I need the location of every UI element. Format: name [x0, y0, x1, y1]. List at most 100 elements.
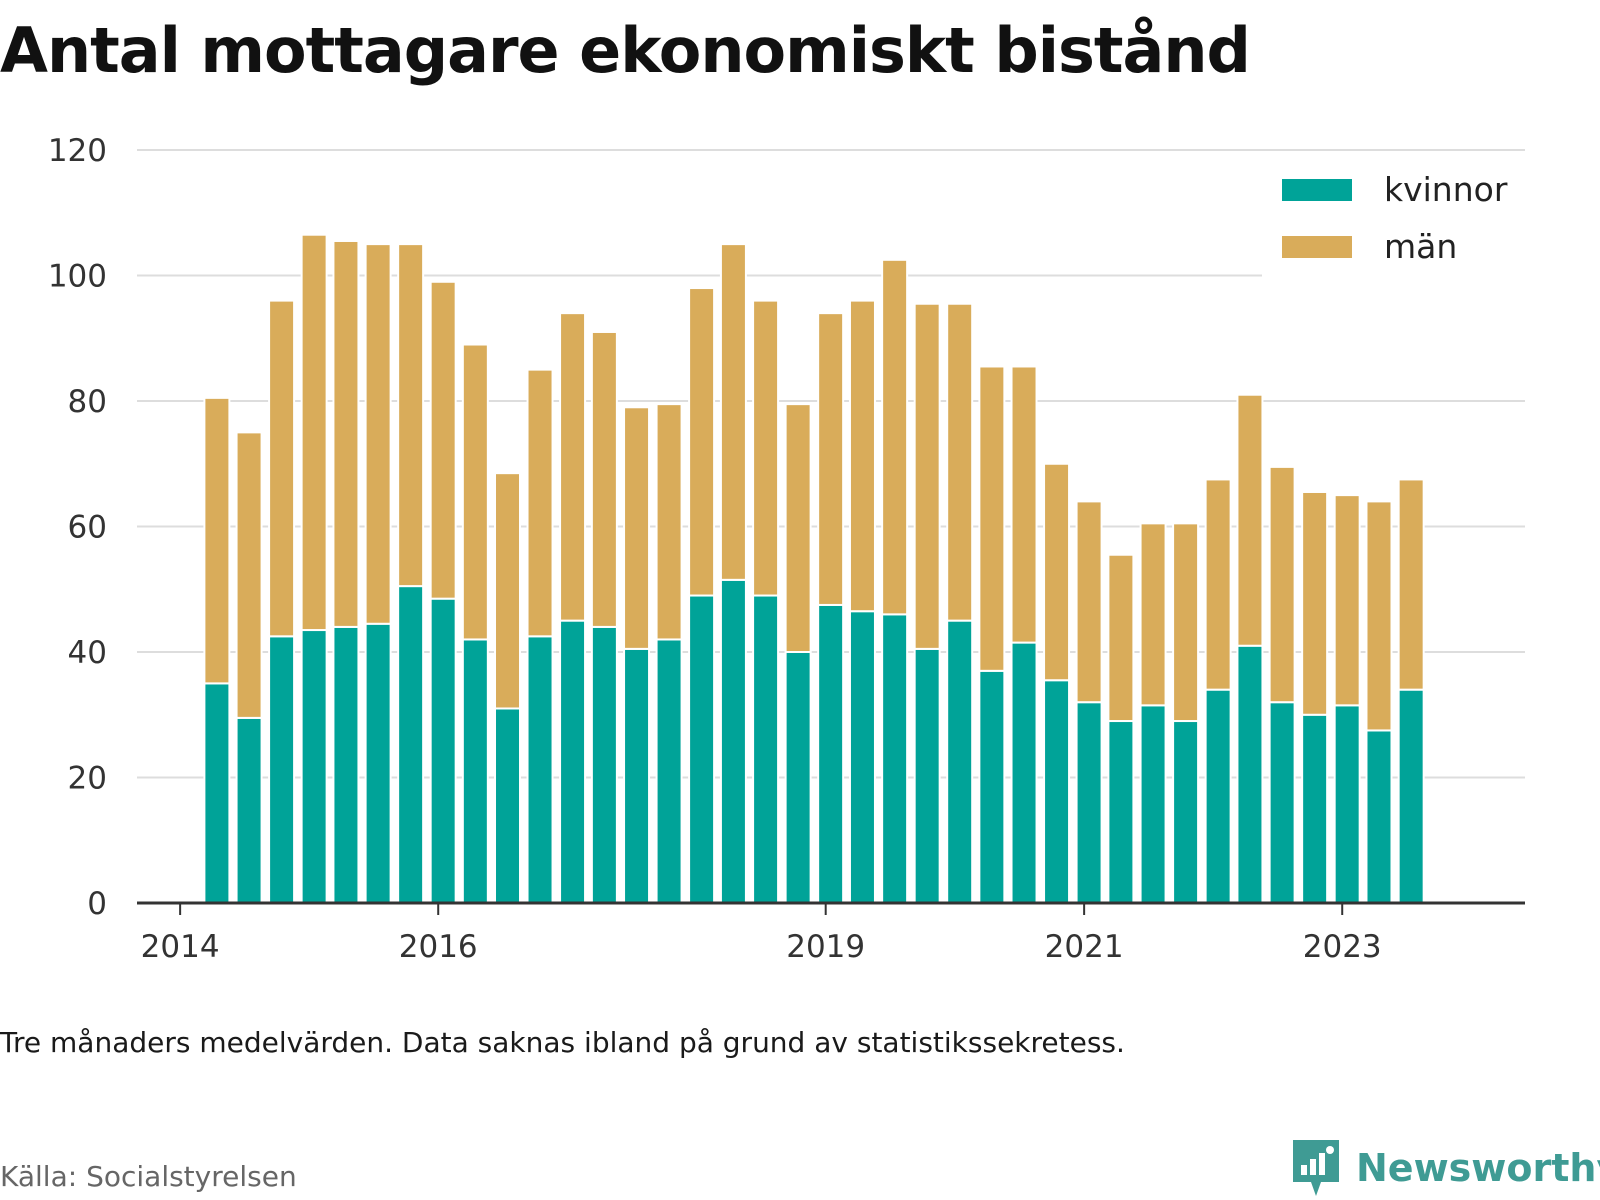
y-tick-label: 80	[68, 384, 107, 420]
y-tick-label: 100	[48, 259, 107, 295]
bar-kvinnor	[1107, 720, 1135, 905]
bar-man	[590, 330, 618, 628]
bar-man	[719, 243, 747, 581]
bar-man	[268, 299, 296, 638]
bar-kvinnor	[1075, 701, 1103, 905]
bar-kvinnor	[1204, 688, 1232, 905]
bar-man	[881, 258, 909, 616]
bar-man	[1268, 465, 1296, 704]
bar-kvinnor	[913, 647, 941, 904]
newsworthy-logo-icon	[1293, 1140, 1339, 1196]
bar-man	[752, 299, 780, 597]
x-tick-label: 2016	[399, 929, 478, 965]
legend-label: kvinnor	[1384, 170, 1508, 209]
x-tick-label: 2021	[1045, 929, 1124, 965]
bar-man	[332, 239, 360, 628]
bar-kvinnor	[784, 651, 812, 904]
legend: kvinnor män	[1262, 166, 1534, 278]
legend-swatch-man	[1282, 236, 1352, 258]
x-axis: 2014 2016 2019 2021 2023	[137, 901, 1525, 965]
chart-note: Tre månaders medelvärden. Data saknas ib…	[0, 1026, 1125, 1059]
x-tick-label: 2023	[1303, 929, 1382, 965]
bar-kvinnor	[1301, 713, 1329, 904]
legend-swatch-kvinnor	[1282, 179, 1352, 201]
bar-kvinnor	[848, 610, 876, 905]
bar-man	[1333, 494, 1361, 707]
bar-kvinnor	[1397, 688, 1425, 905]
bar-man	[1139, 522, 1167, 707]
bar-kvinnor	[364, 622, 392, 904]
bar-kvinnor	[268, 635, 296, 904]
bar-man	[1043, 462, 1071, 682]
y-tick-label: 120	[48, 133, 107, 169]
bar-man	[1010, 365, 1038, 644]
bar-man	[494, 472, 522, 710]
bar-man	[461, 343, 489, 641]
bar-kvinnor	[429, 597, 457, 904]
bar-man	[1397, 478, 1425, 691]
bar-man	[1204, 478, 1232, 691]
bar-man	[978, 365, 1006, 672]
y-tick-label: 0	[87, 886, 107, 922]
bar-kvinnor	[397, 585, 425, 904]
bar-man	[300, 233, 328, 632]
bar-man	[203, 396, 231, 685]
bar-kvinnor	[1043, 679, 1071, 904]
bar-man	[946, 302, 974, 622]
bar-kvinnor	[1365, 729, 1393, 904]
bar-kvinnor	[1172, 720, 1200, 905]
bar-kvinnor	[590, 625, 618, 905]
bar-kvinnor	[655, 638, 683, 904]
bar-man	[688, 287, 716, 597]
bars	[203, 233, 1425, 905]
legend-label: män	[1384, 227, 1457, 266]
bar-kvinnor	[688, 594, 716, 905]
stacked-bar-chart: 0 20 40 60 80 100 120 2014 2016 2019 2021 2023 kvi…	[47, 133, 1534, 965]
bar-man	[397, 243, 425, 588]
bar-kvinnor	[623, 647, 651, 904]
bar-man	[1365, 500, 1393, 732]
bar-man	[1236, 393, 1264, 647]
bar-man	[784, 403, 812, 654]
bar-kvinnor	[494, 707, 522, 904]
bar-kvinnor	[752, 594, 780, 905]
bar-man	[848, 299, 876, 613]
bar-kvinnor	[1236, 644, 1264, 904]
y-tick-label: 60	[68, 510, 107, 546]
bar-kvinnor	[1333, 704, 1361, 905]
bar-man	[655, 403, 683, 641]
y-axis-tick-labels: 0 20 40 60 80 100 120	[48, 133, 107, 922]
bar-kvinnor	[235, 716, 263, 905]
bar-kvinnor	[881, 613, 909, 904]
bar-kvinnor	[1010, 641, 1038, 905]
x-tick-label: 2014	[141, 929, 220, 965]
bar-kvinnor	[461, 638, 489, 904]
y-tick-label: 20	[68, 761, 107, 797]
bar-man	[559, 312, 587, 622]
bar-kvinnor	[946, 619, 974, 904]
y-tick-label: 40	[68, 635, 107, 671]
brand-logo[interactable]: Newsworthy	[1290, 1138, 1600, 1198]
brand-name: Newsworthy	[1356, 1146, 1600, 1190]
source-credit: Källa: Socialstyrelsen	[0, 1160, 297, 1193]
bar-man	[429, 280, 457, 600]
bar-man	[1107, 553, 1135, 723]
bar-kvinnor	[203, 682, 231, 904]
bar-kvinnor	[1139, 704, 1167, 905]
bar-man	[913, 302, 941, 650]
bar-man	[235, 431, 263, 719]
bar-kvinnor	[332, 625, 360, 905]
x-tick-label: 2019	[786, 929, 865, 965]
bar-kvinnor	[719, 578, 747, 905]
bar-kvinnor	[559, 619, 587, 904]
bar-kvinnor	[817, 603, 845, 904]
bar-man	[623, 406, 651, 650]
bar-kvinnor	[300, 629, 328, 904]
bar-kvinnor	[978, 669, 1006, 905]
chart-title: Antal mottagare ekonomiskt bistånd	[0, 14, 1251, 87]
bar-man	[1301, 490, 1329, 716]
bar-man	[1172, 522, 1200, 723]
bar-man	[526, 368, 554, 638]
bar-kvinnor	[526, 635, 554, 904]
bar-man	[817, 312, 845, 606]
